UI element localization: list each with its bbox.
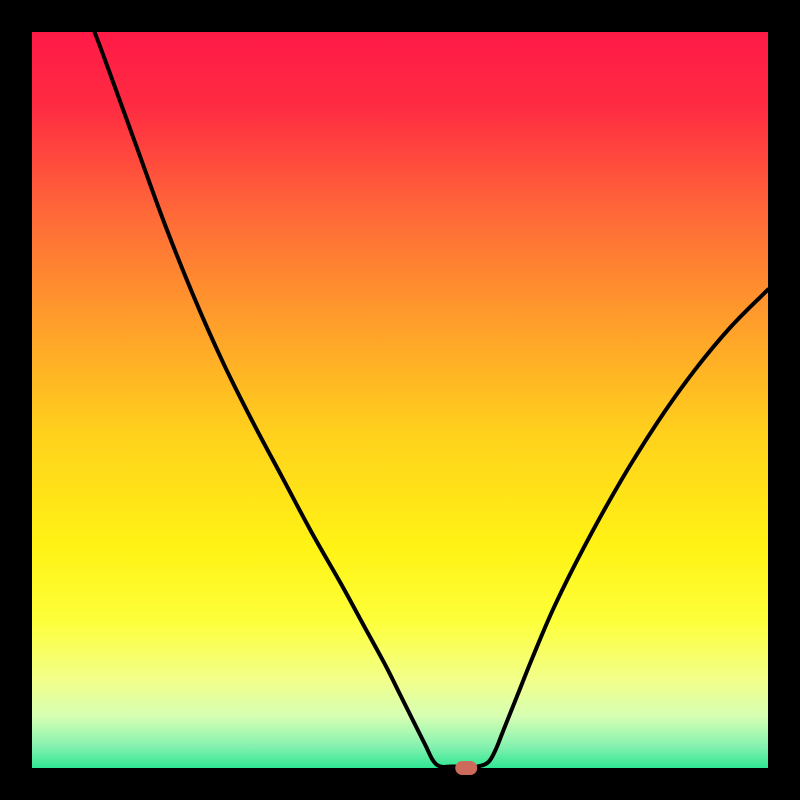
optimal-point-marker	[455, 761, 477, 775]
bottleneck-chart	[0, 0, 800, 800]
chart-background	[32, 32, 768, 768]
chart-frame: TheBottleneck.com	[0, 0, 800, 800]
